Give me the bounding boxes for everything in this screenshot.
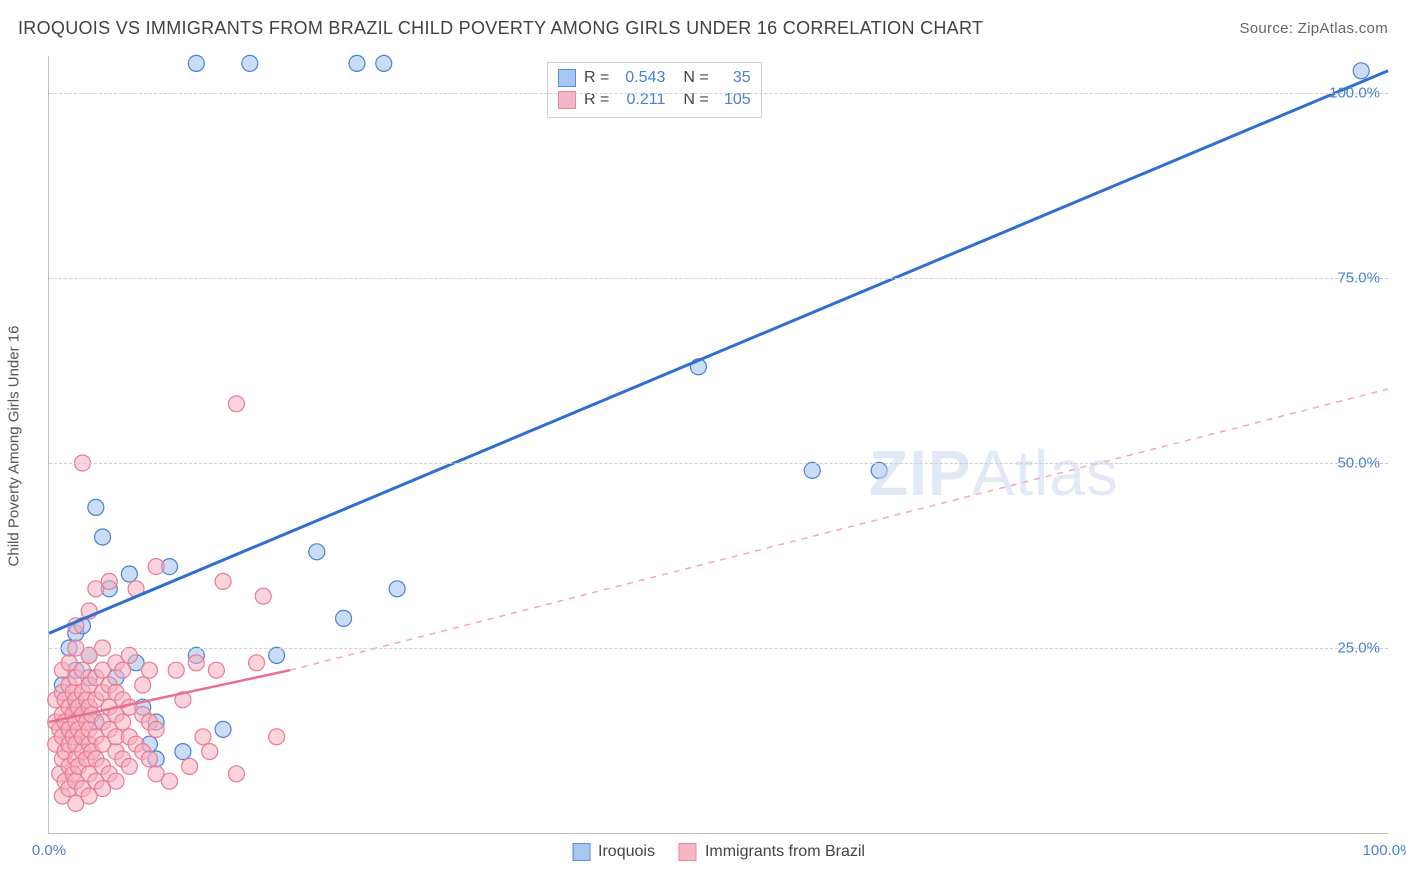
y-axis-title: Child Poverty Among Girls Under 16 bbox=[6, 326, 23, 567]
legend-swatch-brazil bbox=[679, 843, 697, 861]
data-point-iroquois bbox=[804, 462, 820, 478]
data-point-iroquois bbox=[95, 529, 111, 545]
data-point-iroquois bbox=[242, 55, 258, 71]
data-point-iroquois bbox=[389, 581, 405, 597]
legend-stats-row-iroquois: R = 0.543 N = 35 bbox=[558, 67, 751, 89]
data-point-brazil bbox=[148, 559, 164, 575]
r-value-iroquois: 0.543 bbox=[617, 67, 665, 89]
data-point-brazil bbox=[148, 721, 164, 737]
data-point-iroquois bbox=[349, 55, 365, 71]
grid-line bbox=[49, 93, 1388, 94]
data-point-brazil bbox=[141, 751, 157, 767]
n-label: N = bbox=[683, 67, 708, 89]
legend-label-brazil: Immigrants from Brazil bbox=[705, 843, 865, 861]
trend-line-iroquois bbox=[49, 71, 1388, 633]
data-point-brazil bbox=[168, 662, 184, 678]
chart-title: IROQUOIS VS IMMIGRANTS FROM BRAZIL CHILD… bbox=[18, 18, 983, 39]
grid-line bbox=[49, 463, 1388, 464]
data-point-iroquois bbox=[376, 55, 392, 71]
data-point-iroquois bbox=[871, 462, 887, 478]
data-point-brazil bbox=[269, 729, 285, 745]
legend-stats: R =0.543N =35R =0.211N =105 bbox=[547, 62, 762, 118]
data-point-brazil bbox=[141, 662, 157, 678]
data-point-brazil bbox=[208, 662, 224, 678]
plot-svg bbox=[49, 56, 1388, 833]
n-value-iroquois: 35 bbox=[717, 67, 751, 89]
data-point-brazil bbox=[215, 573, 231, 589]
data-point-brazil bbox=[182, 758, 198, 774]
data-point-iroquois bbox=[269, 647, 285, 663]
data-point-iroquois bbox=[88, 499, 104, 515]
data-point-brazil bbox=[135, 677, 151, 693]
data-point-brazil bbox=[228, 766, 244, 782]
data-point-brazil bbox=[249, 655, 265, 671]
trend-line-brazil-dashed bbox=[290, 389, 1388, 670]
legend-swatch-iroquois bbox=[572, 843, 590, 861]
data-point-brazil bbox=[202, 744, 218, 760]
r-label: R = bbox=[584, 67, 609, 89]
data-point-brazil bbox=[115, 714, 131, 730]
y-tick-label: 25.0% bbox=[1337, 640, 1380, 657]
data-point-iroquois bbox=[175, 744, 191, 760]
data-point-brazil bbox=[121, 758, 137, 774]
grid-line bbox=[49, 648, 1388, 649]
data-point-iroquois bbox=[1353, 63, 1369, 79]
legend-item-brazil: Immigrants from Brazil bbox=[679, 843, 865, 861]
legend-swatch-iroquois bbox=[558, 69, 576, 87]
data-point-brazil bbox=[228, 396, 244, 412]
plot-area: ZIPAtlas R =0.543N =35R =0.211N =105 Iro… bbox=[48, 56, 1388, 834]
data-point-iroquois bbox=[188, 55, 204, 71]
data-point-brazil bbox=[188, 655, 204, 671]
data-point-brazil bbox=[195, 729, 211, 745]
data-point-brazil bbox=[255, 588, 271, 604]
legend-series: Iroquois Immigrants from Brazil bbox=[572, 843, 865, 861]
data-point-brazil bbox=[101, 573, 117, 589]
data-point-brazil bbox=[121, 647, 137, 663]
data-point-iroquois bbox=[309, 544, 325, 560]
data-point-brazil bbox=[162, 773, 178, 789]
y-tick-label: 100.0% bbox=[1329, 85, 1380, 102]
data-point-brazil bbox=[115, 662, 131, 678]
legend-item-iroquois: Iroquois bbox=[572, 843, 655, 861]
x-tick-label: 0.0% bbox=[32, 842, 66, 859]
data-point-brazil bbox=[108, 773, 124, 789]
grid-line bbox=[49, 278, 1388, 279]
data-point-iroquois bbox=[336, 610, 352, 626]
legend-label-iroquois: Iroquois bbox=[598, 843, 655, 861]
x-tick-label: 100.0% bbox=[1363, 842, 1406, 859]
y-tick-label: 75.0% bbox=[1337, 270, 1380, 287]
y-tick-label: 50.0% bbox=[1337, 455, 1380, 472]
data-point-iroquois bbox=[121, 566, 137, 582]
title-bar: IROQUOIS VS IMMIGRANTS FROM BRAZIL CHILD… bbox=[18, 18, 1388, 39]
data-point-iroquois bbox=[215, 721, 231, 737]
source-label: Source: ZipAtlas.com bbox=[1239, 20, 1388, 37]
